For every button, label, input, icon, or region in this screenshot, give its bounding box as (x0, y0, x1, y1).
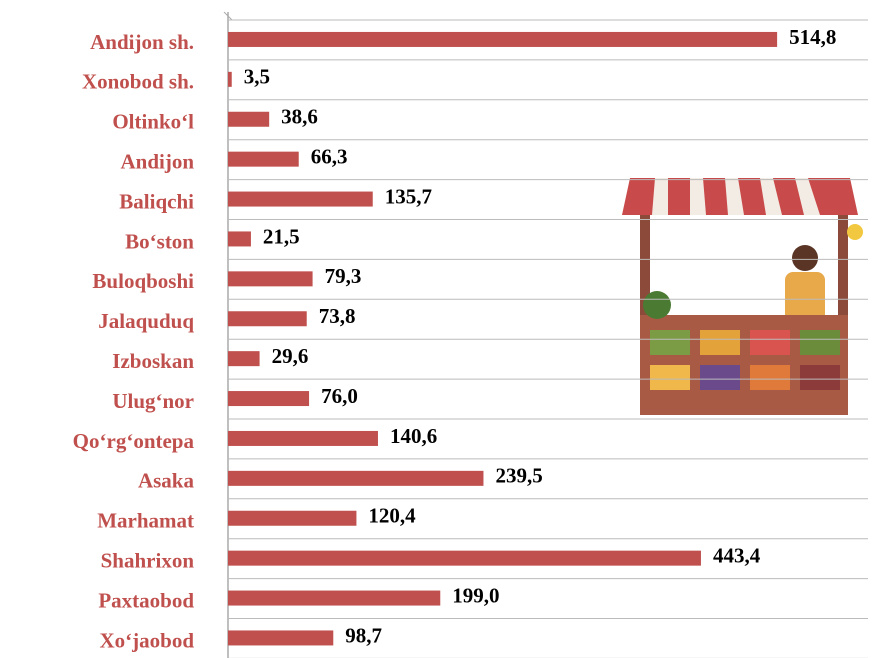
y-tick-label: Andijon sh. (90, 30, 194, 54)
value-label: 199,0 (452, 583, 499, 607)
y-tick-label: Ulug‘nor (112, 389, 194, 413)
y-tick-label: Shahrixon (101, 548, 195, 572)
value-label: 239,5 (495, 464, 542, 488)
y-tick-label: Buloqboshi (92, 269, 194, 293)
value-label: 140,6 (390, 424, 437, 448)
bar (228, 71, 232, 87)
bar (228, 31, 778, 47)
value-label: 98,7 (345, 623, 382, 647)
y-tick-label: Oltinko‘l (112, 110, 194, 134)
bar (228, 191, 373, 207)
y-tick-label: Asaka (138, 469, 195, 493)
bar (228, 391, 310, 407)
bar (228, 590, 441, 606)
value-label: 514,8 (789, 25, 836, 49)
y-tick-label: Xonobod sh. (82, 70, 194, 94)
bar (228, 231, 251, 247)
y-tick-label: Paxtaobod (98, 588, 194, 612)
y-tick-label: Jalaquduq (98, 309, 194, 333)
market-illustration (622, 178, 863, 415)
y-tick-label: Baliqchi (119, 189, 194, 213)
bar (228, 510, 357, 526)
value-label: 443,4 (713, 543, 761, 567)
y-tick-label: Bo‘ston (125, 229, 194, 253)
y-tick-label: Marhamat (97, 509, 194, 533)
bar (228, 271, 313, 287)
bar (228, 151, 299, 167)
y-tick-label: Qo‘rg‘ontepa (73, 429, 195, 453)
bar (228, 111, 270, 127)
bar (228, 630, 334, 646)
value-label: 21,5 (263, 224, 300, 248)
value-label: 120,4 (368, 504, 416, 528)
y-tick-label: Xo‘jaobod (99, 628, 194, 652)
value-label: 73,8 (319, 304, 356, 328)
bar (228, 351, 260, 367)
value-label: 79,3 (325, 264, 362, 288)
bar (228, 430, 378, 446)
value-label: 38,6 (281, 105, 318, 129)
axis-line (223, 11, 233, 21)
value-label: 3,5 (244, 65, 270, 89)
value-label: 29,6 (272, 344, 309, 368)
bar (228, 550, 701, 566)
value-label: 66,3 (311, 144, 348, 168)
value-label: 135,7 (385, 184, 432, 208)
bar (228, 311, 307, 327)
value-label: 76,0 (321, 384, 358, 408)
y-tick-label: Izboskan (112, 349, 194, 373)
y-tick-label: Andijon (120, 149, 194, 173)
bar (228, 470, 484, 486)
